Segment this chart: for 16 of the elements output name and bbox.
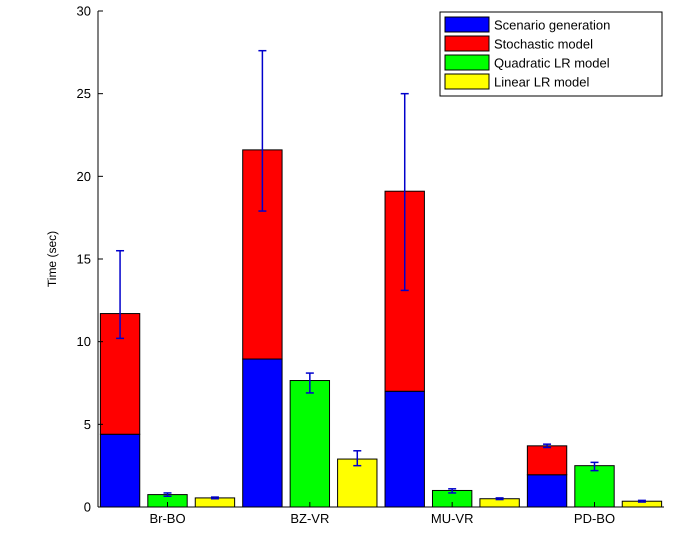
y-tick-label: 15 bbox=[76, 252, 91, 267]
legend-label: Stochastic model bbox=[494, 36, 594, 52]
y-tick-label: 10 bbox=[76, 334, 91, 350]
y-axis-title: Time (sec) bbox=[45, 230, 59, 288]
y-tick-label: 30 bbox=[76, 4, 91, 19]
legend-label: Scenario generation bbox=[494, 18, 610, 33]
y-tick-label: 5 bbox=[84, 416, 91, 432]
legend-label: Quadratic LR model bbox=[494, 56, 610, 71]
x-tick-label: BZ-VR bbox=[290, 511, 330, 526]
legend-label: Linear LR model bbox=[494, 74, 590, 90]
x-tick-label: Br-BO bbox=[149, 511, 186, 526]
y-tick-label: 0 bbox=[84, 500, 91, 515]
x-tick-label: MU-VR bbox=[430, 511, 474, 526]
x-tick-label: PD-BO bbox=[574, 511, 616, 526]
y-tick-label: 20 bbox=[76, 168, 91, 184]
y-tick-label: 25 bbox=[76, 86, 91, 102]
